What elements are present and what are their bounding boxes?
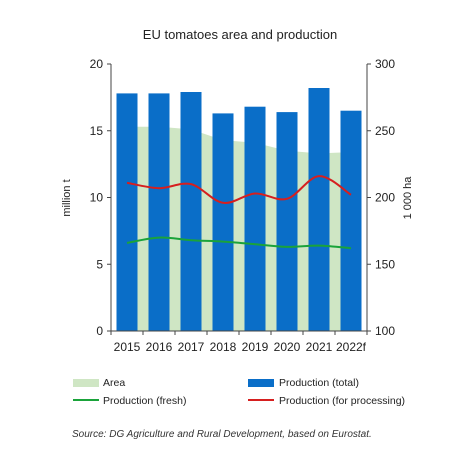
- bar-2022f: [340, 110, 362, 331]
- left-tick-label: 5: [96, 257, 103, 271]
- left-tick-label: 15: [90, 124, 104, 138]
- source-note: Source: DG Agriculture and Rural Develop…: [72, 429, 372, 440]
- bar-2018: [212, 113, 234, 332]
- bar-2015: [116, 93, 138, 332]
- x-tick-label-2017: 2017: [178, 340, 205, 354]
- x-tick-label-2021: 2021: [306, 340, 333, 354]
- legend-label-production-total: Production (total): [279, 377, 359, 389]
- x-tick-label-2015: 2015: [114, 340, 141, 354]
- line-production-fresh: [126, 236, 352, 250]
- legend: Area Production (total) Production (fres…: [73, 377, 405, 407]
- x-tick-label-2018: 2018: [210, 340, 237, 354]
- bar-2020: [276, 112, 298, 331]
- x-tick-label-2016: 2016: [146, 340, 173, 354]
- x-tick-label-2020: 2020: [274, 340, 301, 354]
- left-tick-label: 10: [90, 191, 104, 205]
- bar-2016: [148, 93, 170, 332]
- right-tick-label: 100: [375, 324, 395, 338]
- right-tick-label: 250: [375, 124, 395, 138]
- legend-label-production-processing: Production (for processing): [279, 395, 405, 407]
- right-tick-label: 200: [375, 191, 395, 205]
- axis-ticks: 0 5 10 15 20 100 150 200 250 300 2015 2016 2017 2018 2…: [90, 57, 396, 354]
- bar-2017: [180, 92, 202, 331]
- right-tick-label: 300: [375, 57, 395, 71]
- x-tick-label-2022f: 2022f: [336, 340, 367, 354]
- right-axis-title: 1 000 ha: [402, 176, 414, 220]
- x-tick-label-2019: 2019: [242, 340, 269, 354]
- right-tick-label: 150: [375, 257, 395, 271]
- bar-2019: [244, 106, 266, 331]
- legend-swatch-area: [73, 379, 99, 387]
- line-series: [126, 175, 352, 250]
- left-axis-title: million t: [61, 179, 73, 216]
- bar-series: [116, 88, 362, 332]
- legend-swatch-production-total: [248, 379, 274, 387]
- left-tick-label: 20: [90, 57, 104, 71]
- line-production-processing: [126, 175, 352, 204]
- left-tick-label: 0: [96, 324, 103, 338]
- chart-title: EU tomatoes area and production: [143, 27, 337, 42]
- legend-label-area: Area: [103, 377, 125, 389]
- bar-2021: [308, 88, 330, 331]
- legend-label-production-fresh: Production (fresh): [103, 395, 186, 407]
